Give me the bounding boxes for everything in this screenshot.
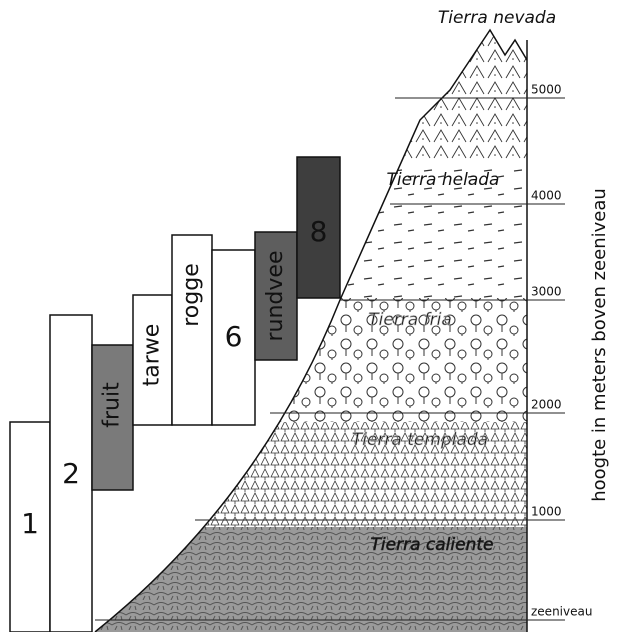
zone-label: Tierra nevada xyxy=(438,8,556,28)
bar-label: rogge xyxy=(179,263,204,327)
bar-label: tarwe xyxy=(140,324,165,387)
altitude-label: 3000 xyxy=(531,285,562,299)
altitude-label: 1000 xyxy=(531,505,562,519)
bar-label: fruit xyxy=(100,382,125,428)
bar-label: 6 xyxy=(225,320,243,353)
bar-label: rundvee xyxy=(263,251,288,342)
zone-label: Tierra helada xyxy=(387,170,500,190)
altitude-label: 2000 xyxy=(531,398,562,412)
crop-bar xyxy=(171,234,213,426)
altitude-label: 5000 xyxy=(531,83,562,97)
crop-bar xyxy=(296,156,341,299)
bar-label: 2 xyxy=(62,457,80,490)
zone-label: Tierra caliente xyxy=(371,535,494,555)
altitude-label: zeeniveau xyxy=(531,605,592,619)
zone-label: Tierra templada xyxy=(352,430,488,450)
zone-label: Tierra fria xyxy=(368,310,451,330)
crop-bar xyxy=(9,421,51,632)
bar-label: 1 xyxy=(21,507,39,540)
bar-label: 8 xyxy=(310,215,328,248)
axis-label: hoogte in meters boven zeeniveau xyxy=(589,188,610,502)
crop-bar xyxy=(91,344,134,491)
crop-bar xyxy=(254,231,298,361)
altitude-label: 4000 xyxy=(531,189,562,203)
